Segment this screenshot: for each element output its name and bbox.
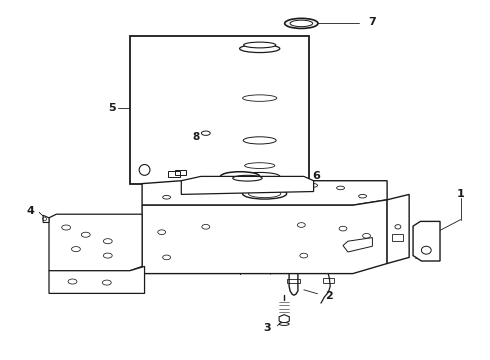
Text: 7: 7 [368,17,376,27]
Polygon shape [343,238,372,252]
Text: 2: 2 [325,291,333,301]
Polygon shape [43,215,49,222]
Ellipse shape [279,323,289,325]
Text: 6: 6 [312,171,320,181]
Bar [130,36,309,184]
Polygon shape [142,200,387,274]
Ellipse shape [240,45,280,53]
Bar [168,171,180,177]
Text: 8: 8 [193,132,199,142]
Polygon shape [142,181,387,205]
Text: 4: 4 [26,206,34,216]
Ellipse shape [220,172,260,181]
Text: 5: 5 [108,103,116,113]
Polygon shape [49,214,142,271]
Ellipse shape [248,190,281,198]
Text: 3: 3 [263,323,271,333]
Text: 1: 1 [457,189,465,199]
Bar [323,278,334,283]
Ellipse shape [243,188,287,199]
Bar [287,279,300,283]
Ellipse shape [285,18,318,28]
Ellipse shape [240,172,280,180]
Ellipse shape [244,42,276,48]
Polygon shape [387,194,409,264]
Ellipse shape [290,20,313,27]
Polygon shape [49,266,145,293]
Bar [392,234,403,241]
Polygon shape [279,315,289,323]
Polygon shape [181,176,314,194]
Polygon shape [413,221,440,261]
